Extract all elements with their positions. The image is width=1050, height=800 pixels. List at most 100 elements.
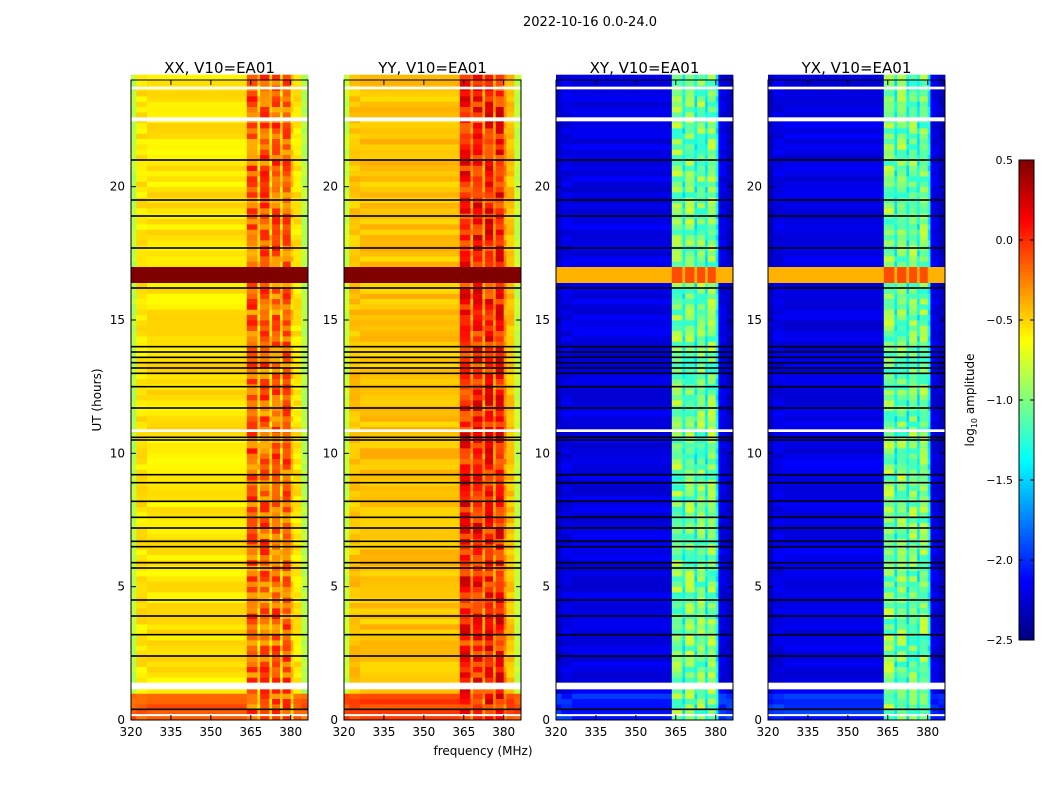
heatmap-cell	[280, 421, 284, 427]
heatmap-cell	[272, 218, 281, 225]
heatmap-cell	[280, 416, 284, 422]
heatmap-cell	[470, 394, 474, 401]
heatmap-cell	[301, 208, 309, 214]
heatmap-cell	[280, 144, 284, 150]
heatmap-cell	[726, 170, 734, 177]
heatmap-cell	[246, 373, 258, 379]
heatmap-cell	[506, 304, 515, 310]
heatmap-cell	[246, 309, 258, 315]
heatmap-cell	[773, 698, 785, 705]
heatmap-cell	[473, 272, 483, 278]
heatmap-cell	[671, 592, 683, 598]
heatmap-cell	[282, 442, 292, 449]
heatmap-cell	[697, 453, 706, 459]
heatmap-cell	[459, 144, 471, 150]
heatmap-cell	[349, 666, 361, 673]
heatmap-cell	[473, 506, 483, 513]
heatmap-cell	[514, 624, 522, 630]
heatmap-cell	[506, 666, 515, 673]
heatmap-cell	[694, 341, 698, 347]
flag-line-black	[131, 527, 308, 529]
heatmap-cell	[147, 288, 248, 294]
heatmap-cell	[131, 570, 137, 577]
heatmap-cell	[697, 96, 706, 102]
heatmap-cell	[473, 176, 483, 182]
heatmap-cell	[482, 458, 486, 465]
heatmap-cell	[293, 154, 302, 161]
heatmap-cell	[556, 80, 562, 86]
heatmap-cell	[257, 250, 261, 257]
heatmap-cell	[473, 192, 483, 198]
heatmap-cell	[459, 112, 471, 118]
heatmap-cell	[272, 170, 281, 177]
heatmap-cell	[506, 277, 515, 283]
heatmap-cell	[514, 368, 522, 374]
heatmap-cell	[136, 693, 148, 699]
heatmap-cell	[697, 352, 706, 358]
heatmap-cell	[260, 96, 270, 102]
heatmap-cell	[694, 581, 698, 587]
flag-line-black	[131, 540, 308, 543]
heatmap-cell	[705, 458, 709, 465]
heatmap-cell	[697, 106, 706, 113]
heatmap-cell	[136, 373, 148, 379]
heatmap-cell	[694, 176, 698, 182]
flag-band-white	[131, 117, 308, 122]
heatmap-cell	[718, 362, 727, 369]
heatmap-cell	[260, 229, 270, 235]
heatmap-cell	[503, 202, 507, 209]
heatmap-cell	[131, 533, 137, 539]
heatmap-cell	[685, 677, 695, 683]
heatmap-cell	[282, 640, 292, 646]
heatmap-cell	[459, 325, 471, 331]
heatmap-cell	[360, 181, 461, 187]
heatmap-cell	[718, 672, 727, 678]
heatmap-cell	[280, 677, 284, 683]
heatmap-cell	[697, 74, 706, 81]
heatmap-cell	[697, 672, 706, 678]
heatmap-cell	[470, 160, 474, 166]
heatmap-cell	[715, 218, 719, 225]
heatmap-cell	[360, 602, 461, 609]
heatmap-cell	[707, 256, 717, 262]
heatmap-cell	[726, 181, 734, 187]
heatmap-cell	[707, 357, 717, 363]
heatmap-cell	[349, 650, 361, 657]
heatmap-cell	[260, 144, 270, 150]
heatmap-cell	[493, 453, 497, 459]
heatmap-cell	[561, 618, 573, 625]
heatmap-cell	[360, 202, 461, 209]
heatmap-cell	[514, 410, 522, 417]
heatmap-cell	[685, 378, 695, 385]
heatmap-cell	[514, 128, 522, 134]
heatmap-cell	[485, 170, 494, 177]
heatmap-cell	[290, 352, 294, 358]
heatmap-cell	[503, 570, 507, 577]
heatmap-cell	[360, 90, 461, 97]
heatmap-cell	[459, 341, 471, 347]
heatmap-cell	[671, 176, 683, 182]
heatmap-cell	[715, 288, 719, 294]
heatmap-cell	[514, 181, 522, 187]
heatmap-cell	[697, 229, 706, 235]
heatmap-cell	[301, 288, 309, 294]
heatmap-cell	[282, 154, 292, 161]
heatmap-cell	[246, 474, 258, 481]
heatmap-cell	[280, 218, 284, 225]
heatmap-cell	[572, 448, 673, 454]
heatmap-cell	[707, 234, 717, 241]
heatmap-cell	[136, 522, 148, 529]
heatmap-cell	[495, 90, 505, 97]
heatmap-cell	[301, 501, 309, 507]
heatmap-cell	[280, 400, 284, 406]
heatmap-cell	[715, 677, 719, 683]
heatmap-cell	[561, 170, 573, 177]
heatmap-cell	[473, 485, 483, 491]
heatmap-cell	[671, 80, 683, 86]
heatmap-cell	[293, 165, 302, 171]
heatmap-cell	[260, 640, 270, 646]
heatmap-cell	[556, 309, 562, 315]
heatmap-cell	[495, 709, 505, 715]
heatmap-cell	[705, 496, 709, 502]
heatmap-cell	[349, 496, 361, 502]
